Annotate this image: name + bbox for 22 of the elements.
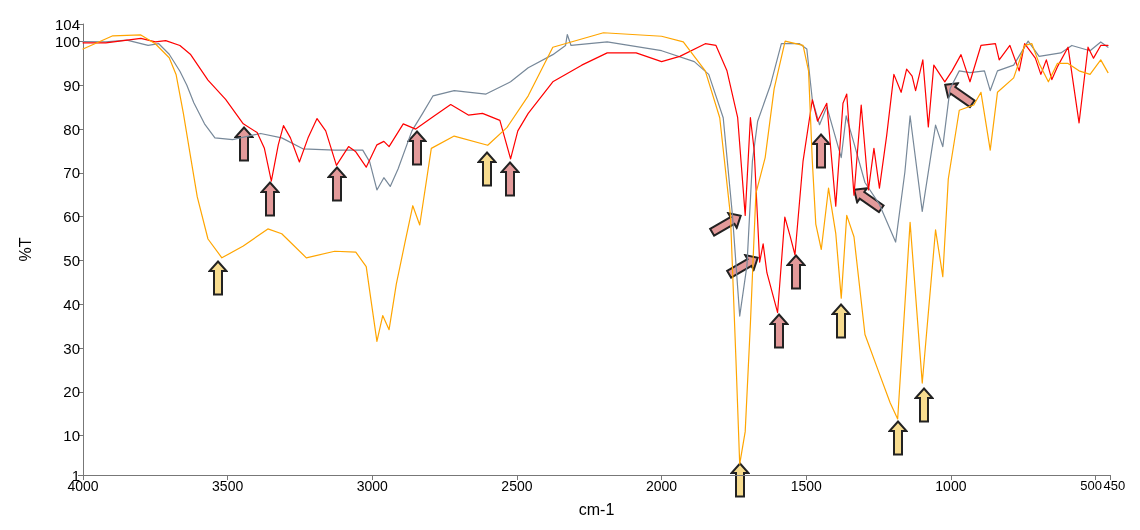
line-series — [82, 32, 1109, 465]
y-tick-label: 20 — [63, 383, 80, 401]
x-tick-label: 2500 — [501, 478, 533, 494]
x-tick-label: 500 — [1080, 478, 1103, 493]
y-tick-label: 80 — [63, 120, 80, 138]
y-axis-title: %T — [16, 237, 34, 262]
x-tick-label: 3500 — [212, 478, 244, 494]
y-tick-label: 70 — [63, 164, 80, 182]
x-tick-label: 1000 — [935, 478, 967, 494]
y-tick-label: 10 — [63, 427, 80, 445]
y-tick-label: 40 — [63, 295, 80, 313]
x-axis-title: cm-1 — [578, 500, 615, 518]
y-tick-label: 90 — [63, 76, 80, 94]
y-tick-label: 104 — [54, 15, 80, 33]
x-tick-label: 1500 — [790, 478, 823, 494]
x-tick-label: 3000 — [356, 478, 389, 494]
y-tick-label: 50 — [63, 251, 80, 269]
x-tick-label: 2000 — [646, 478, 678, 494]
y-tick-label: 100 — [54, 33, 80, 51]
y-tick-label: 30 — [63, 339, 80, 357]
x-tick-label: 450 — [1103, 478, 1126, 493]
y-tick-label: 60 — [63, 208, 80, 226]
